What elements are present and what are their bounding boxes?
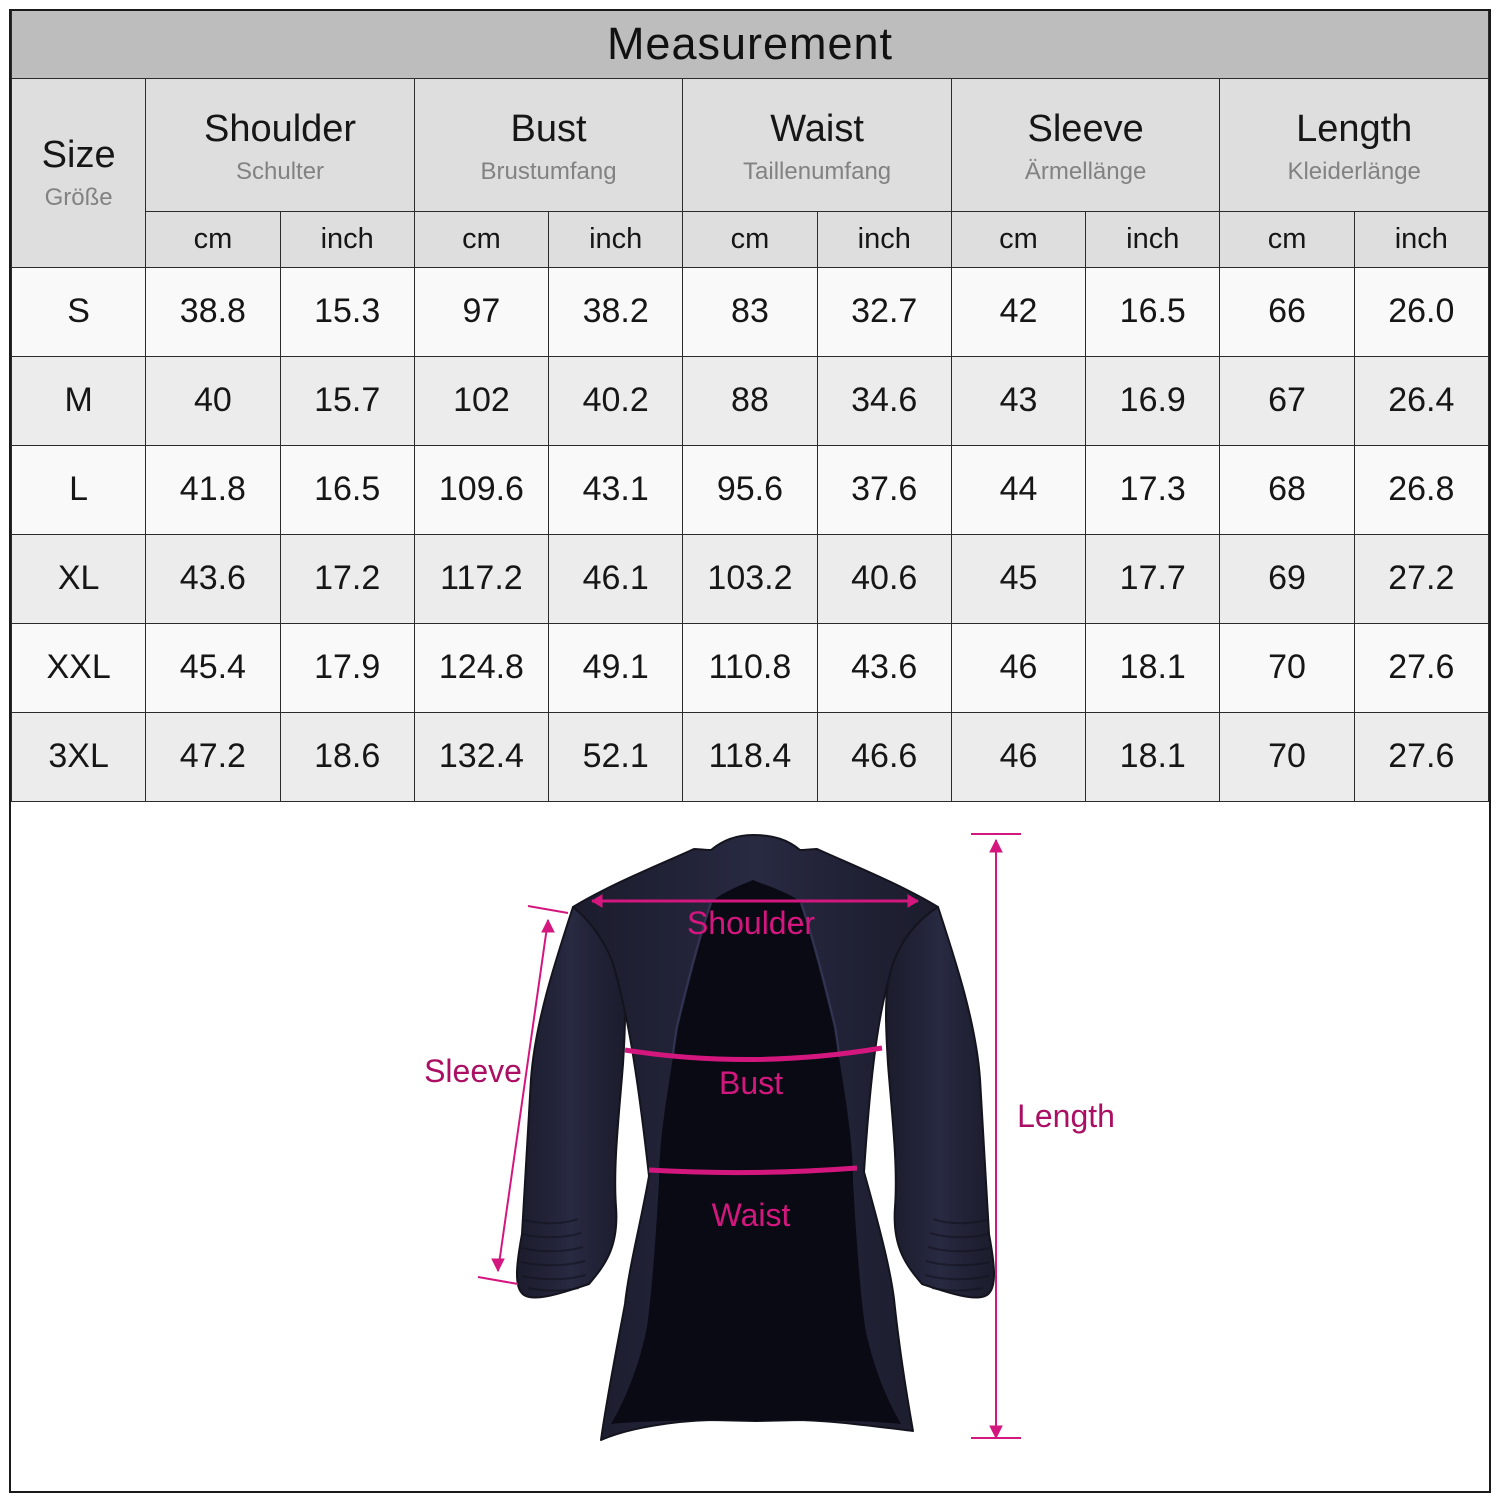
svg-text:Bust: Bust: [719, 1065, 783, 1101]
svg-text:Length: Length: [1017, 1098, 1115, 1134]
svg-text:Shoulder: Shoulder: [687, 905, 815, 941]
svg-text:Waist: Waist: [712, 1197, 791, 1233]
svg-text:Sleeve: Sleeve: [424, 1053, 522, 1089]
